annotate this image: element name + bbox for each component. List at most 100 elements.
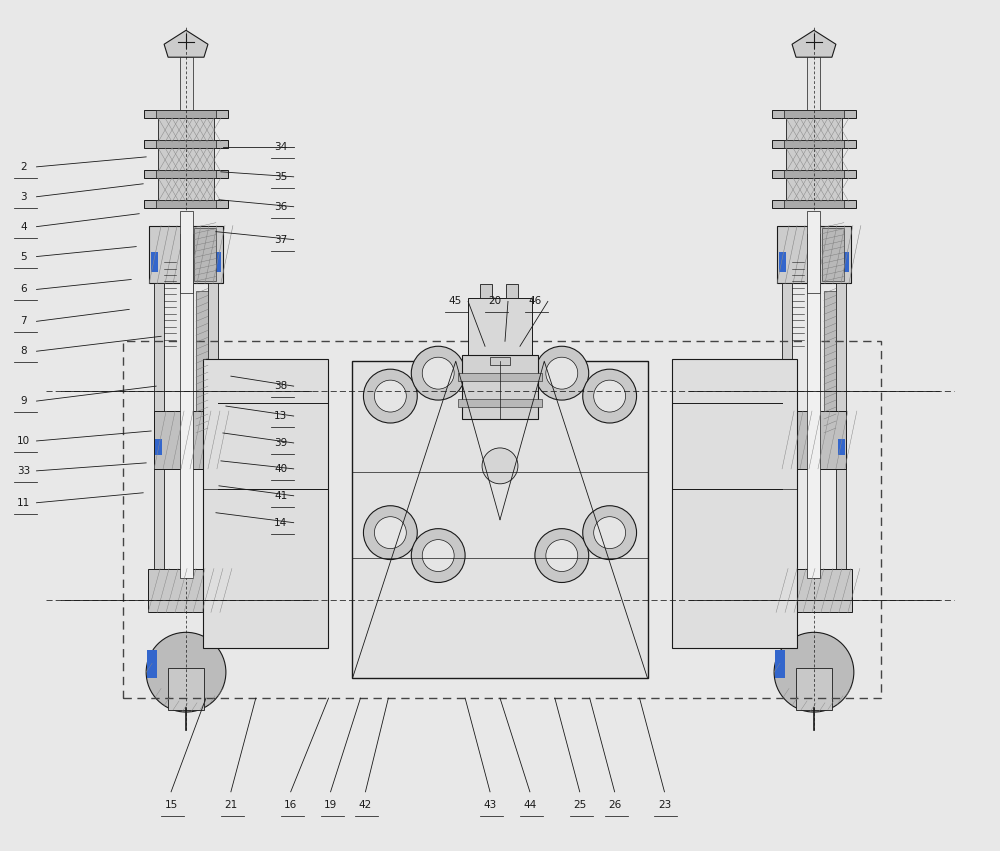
Bar (180, 234, 193, 578)
Bar (155, 439, 162, 455)
Text: 25: 25 (573, 800, 586, 810)
Bar (144, 170, 228, 178)
Bar (462, 355, 538, 419)
Text: 42: 42 (359, 800, 372, 810)
Bar (784, 110, 844, 118)
Bar (779, 252, 786, 271)
Circle shape (363, 505, 417, 560)
Bar (772, 110, 856, 118)
Bar (154, 411, 218, 469)
Bar (807, 57, 820, 112)
Text: 11: 11 (17, 498, 30, 508)
Circle shape (535, 346, 589, 400)
Text: 3: 3 (20, 191, 27, 202)
Circle shape (422, 357, 454, 389)
Bar (352, 361, 648, 678)
Circle shape (546, 357, 578, 389)
Circle shape (535, 528, 589, 582)
Text: 40: 40 (274, 464, 287, 474)
Bar (148, 568, 224, 613)
Bar (123, 341, 881, 698)
Bar (158, 178, 214, 202)
Bar (210, 439, 217, 455)
Bar (149, 226, 223, 283)
Text: 2: 2 (20, 162, 27, 172)
Bar (144, 110, 228, 118)
Circle shape (374, 517, 406, 549)
Bar (824, 291, 836, 433)
Text: 14: 14 (274, 517, 287, 528)
Circle shape (594, 380, 626, 412)
Bar (208, 283, 218, 573)
Text: 36: 36 (274, 202, 287, 212)
Bar (786, 148, 842, 172)
Bar (458, 374, 542, 381)
Bar (144, 140, 228, 148)
Text: 39: 39 (274, 438, 287, 448)
Bar (838, 439, 845, 455)
Text: 9: 9 (20, 396, 27, 406)
Bar (156, 110, 216, 118)
Bar (147, 650, 157, 678)
Circle shape (546, 540, 578, 572)
Bar (807, 234, 820, 578)
Text: 45: 45 (449, 296, 462, 306)
Text: 8: 8 (20, 346, 27, 357)
Text: 15: 15 (164, 800, 178, 810)
Bar (156, 170, 216, 178)
Bar (807, 211, 820, 294)
Bar (158, 118, 214, 142)
Bar (180, 57, 193, 112)
Bar (203, 359, 328, 648)
Text: 7: 7 (20, 317, 27, 326)
Text: 4: 4 (20, 221, 27, 231)
Bar (782, 283, 792, 573)
Circle shape (363, 369, 417, 423)
Bar (180, 211, 193, 294)
Bar (480, 284, 492, 299)
Bar (784, 140, 844, 148)
Circle shape (583, 369, 637, 423)
Circle shape (146, 632, 226, 712)
Polygon shape (164, 31, 208, 57)
Text: 26: 26 (608, 800, 621, 810)
Bar (776, 568, 852, 613)
Bar (490, 357, 510, 365)
Text: 6: 6 (20, 284, 27, 294)
Circle shape (411, 346, 465, 400)
Bar (796, 668, 832, 710)
Text: 35: 35 (274, 172, 287, 182)
Bar (782, 411, 846, 469)
Circle shape (374, 380, 406, 412)
Bar (836, 283, 846, 573)
Text: 13: 13 (274, 411, 287, 421)
Bar (842, 252, 849, 271)
Bar (156, 140, 216, 148)
Bar (672, 359, 797, 648)
Polygon shape (792, 31, 836, 57)
Text: 34: 34 (274, 142, 287, 152)
Bar (154, 283, 164, 573)
Bar (168, 668, 204, 710)
Text: 10: 10 (17, 436, 30, 446)
Bar (194, 228, 216, 282)
Text: 33: 33 (17, 465, 30, 476)
Bar (468, 299, 532, 357)
Bar (822, 228, 844, 282)
Bar (786, 178, 842, 202)
Bar (196, 291, 208, 433)
Circle shape (411, 528, 465, 582)
Bar (784, 200, 844, 208)
Circle shape (594, 517, 626, 549)
Circle shape (583, 505, 637, 560)
Text: 37: 37 (274, 235, 287, 244)
Bar (772, 170, 856, 178)
Bar (506, 284, 518, 299)
Text: 38: 38 (274, 381, 287, 391)
Bar (772, 200, 856, 208)
Text: 20: 20 (488, 296, 502, 306)
Bar (458, 399, 542, 407)
Text: 21: 21 (224, 800, 238, 810)
Text: 41: 41 (274, 491, 287, 500)
Text: 19: 19 (324, 800, 337, 810)
